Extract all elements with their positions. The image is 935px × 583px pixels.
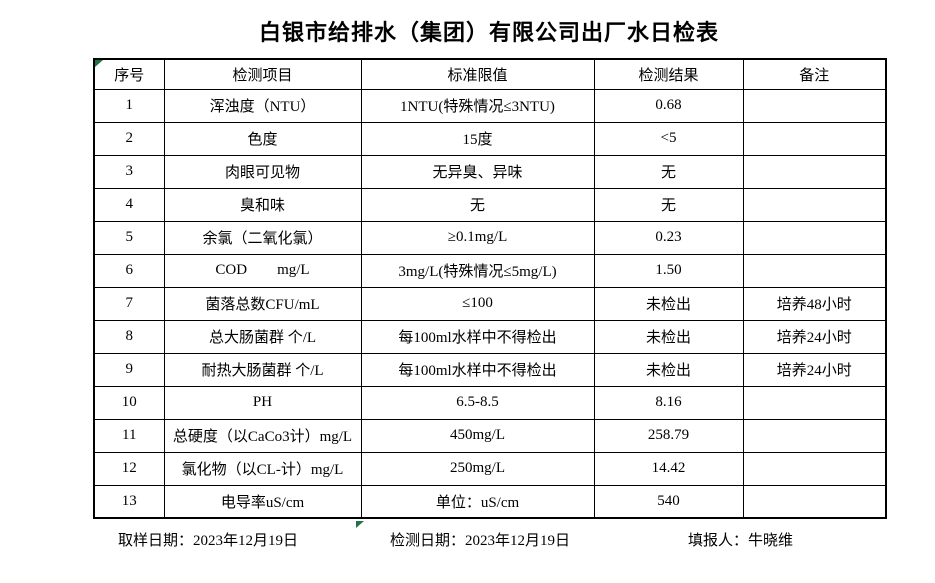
cell-note <box>742 253 887 288</box>
page-title: 白银市给排水（集团）有限公司出厂水日检表 <box>258 20 719 45</box>
table-row: 9 耐热大肠菌群 个/L 每100ml水样中不得检出 未检出 培养24小时 <box>93 352 887 387</box>
table-row: 8 总大肠菌群 个/L 每100ml水样中不得检出 未检出 培养24小时 <box>93 319 887 354</box>
cell-no: 6 <box>93 253 165 288</box>
cell-result: 1.50 <box>593 253 744 288</box>
cell-item: 氯化物（以CL-计）mg/L <box>163 451 362 486</box>
cell-result: 未检出 <box>593 286 744 321</box>
cell-limit: 无异臭、异味 <box>360 154 595 189</box>
cell-note <box>742 154 887 189</box>
cell-item: 肉眼可见物 <box>163 154 362 189</box>
cell-result: 无 <box>593 187 744 222</box>
cell-no: 2 <box>93 121 165 156</box>
cell-item: 余氯（二氧化氯） <box>163 220 362 255</box>
cell-limit: 15度 <box>360 121 595 156</box>
cell-limit: 250mg/L <box>360 451 595 486</box>
cell-note <box>742 220 887 255</box>
cell-no: 4 <box>93 187 165 222</box>
cell-limit: ≥0.1mg/L <box>360 220 595 255</box>
inspection-table: 序号 检测项目 标准限值 检测结果 备注 1 浑浊度（NTU） 1NTU(特殊情… <box>93 58 887 519</box>
cell-no: 5 <box>93 220 165 255</box>
cell-no: 1 <box>93 88 165 123</box>
table-row: 2 色度 15度 <5 <box>93 121 887 156</box>
cell-note <box>742 187 887 222</box>
cell-note <box>742 385 887 420</box>
cell-no: 12 <box>93 451 165 486</box>
cell-note <box>742 88 887 123</box>
cell-result: 540 <box>593 484 744 519</box>
cell-result: 0.68 <box>593 88 744 123</box>
cell-item: 总大肠菌群 个/L <box>163 319 362 354</box>
cell-result: 14.42 <box>593 451 744 486</box>
cell-note: 培养48小时 <box>742 286 887 321</box>
table-row: 10 PH 6.5-8.5 8.16 <box>93 385 887 420</box>
cell-no: 10 <box>93 385 165 420</box>
cell-note <box>742 121 887 156</box>
column-header-note: 备注 <box>742 58 887 90</box>
sample-date-label: 取样日期： <box>118 533 194 549</box>
table-header-row: 序号 检测项目 标准限值 检测结果 备注 <box>93 58 887 90</box>
sample-date-value: 2023年12月19日 <box>193 533 299 549</box>
cell-item: 菌落总数CFU/mL <box>163 286 362 321</box>
cell-no: 7 <box>93 286 165 321</box>
table-row: 4 臭和味 无 无 <box>93 187 887 222</box>
cell-result: 8.16 <box>593 385 744 420</box>
cell-result: <5 <box>593 121 744 156</box>
cell-note <box>742 484 887 519</box>
cell-note: 培养24小时 <box>742 319 887 354</box>
table-row: 3 肉眼可见物 无异臭、异味 无 <box>93 154 887 189</box>
table-row: 6 COD mg/L 3mg/L(特殊情况≤5mg/L) 1.50 <box>93 253 887 288</box>
cell-note <box>742 451 887 486</box>
cell-no: 11 <box>93 418 165 453</box>
table-row: 12 氯化物（以CL-计）mg/L 250mg/L 14.42 <box>93 451 887 486</box>
column-header-limit: 标准限值 <box>360 58 595 90</box>
cell-note <box>742 418 887 453</box>
cell-item: PH <box>163 385 362 420</box>
column-header-result: 检测结果 <box>593 58 744 90</box>
test-date-value: 2023年12月19日 <box>465 533 571 549</box>
cell-result: 0.23 <box>593 220 744 255</box>
cell-limit: ≤100 <box>360 286 595 321</box>
cell-limit: 3mg/L(特殊情况≤5mg/L) <box>360 253 595 288</box>
cell-item: COD mg/L <box>163 253 362 288</box>
cell-item: 耐热大肠菌群 个/L <box>163 352 362 387</box>
cell-result: 无 <box>593 154 744 189</box>
reporter: 填报人：牛晓维 <box>688 529 793 550</box>
cell-limit: 每100ml水样中不得检出 <box>360 352 595 387</box>
cell-item: 浑浊度（NTU） <box>163 88 362 123</box>
cell-item: 总硬度（以CaCo3计）mg/L <box>163 418 362 453</box>
cell-limit: 无 <box>360 187 595 222</box>
sample-date: 取样日期：2023年12月19日 <box>118 529 298 550</box>
table-row: 11 总硬度（以CaCo3计）mg/L 450mg/L 258.79 <box>93 418 887 453</box>
cell-limit: 每100ml水样中不得检出 <box>360 319 595 354</box>
cell-limit: 450mg/L <box>360 418 595 453</box>
cell-item: 色度 <box>163 121 362 156</box>
table-row: 7 菌落总数CFU/mL ≤100 未检出 培养48小时 <box>93 286 887 321</box>
cell-no: 13 <box>93 484 165 519</box>
cell-result: 未检出 <box>593 352 744 387</box>
cell-limit: 单位：uS/cm <box>360 484 595 519</box>
test-date-label: 检测日期： <box>390 533 466 549</box>
cell-no: 9 <box>93 352 165 387</box>
cell-item: 电导率uS/cm <box>163 484 362 519</box>
reporter-value: 牛晓维 <box>748 533 794 549</box>
table-row: 13 电导率uS/cm 单位：uS/cm 540 <box>93 484 887 519</box>
cell-note: 培养24小时 <box>742 352 887 387</box>
test-date: 检测日期：2023年12月19日 <box>390 529 570 550</box>
table-row: 1 浑浊度（NTU） 1NTU(特殊情况≤3NTU) 0.68 <box>93 88 887 123</box>
cell-no: 8 <box>93 319 165 354</box>
excel-error-indicator-icon <box>356 521 364 528</box>
reporter-label: 填报人： <box>688 533 749 549</box>
cell-item: 臭和味 <box>163 187 362 222</box>
column-header-item: 检测项目 <box>163 58 362 90</box>
cell-no: 3 <box>93 154 165 189</box>
cell-result: 258.79 <box>593 418 744 453</box>
table-row: 5 余氯（二氧化氯） ≥0.1mg/L 0.23 <box>93 220 887 255</box>
cell-limit: 6.5-8.5 <box>360 385 595 420</box>
cell-result: 未检出 <box>593 319 744 354</box>
column-header-no: 序号 <box>93 58 165 90</box>
cell-limit: 1NTU(特殊情况≤3NTU) <box>360 88 595 123</box>
